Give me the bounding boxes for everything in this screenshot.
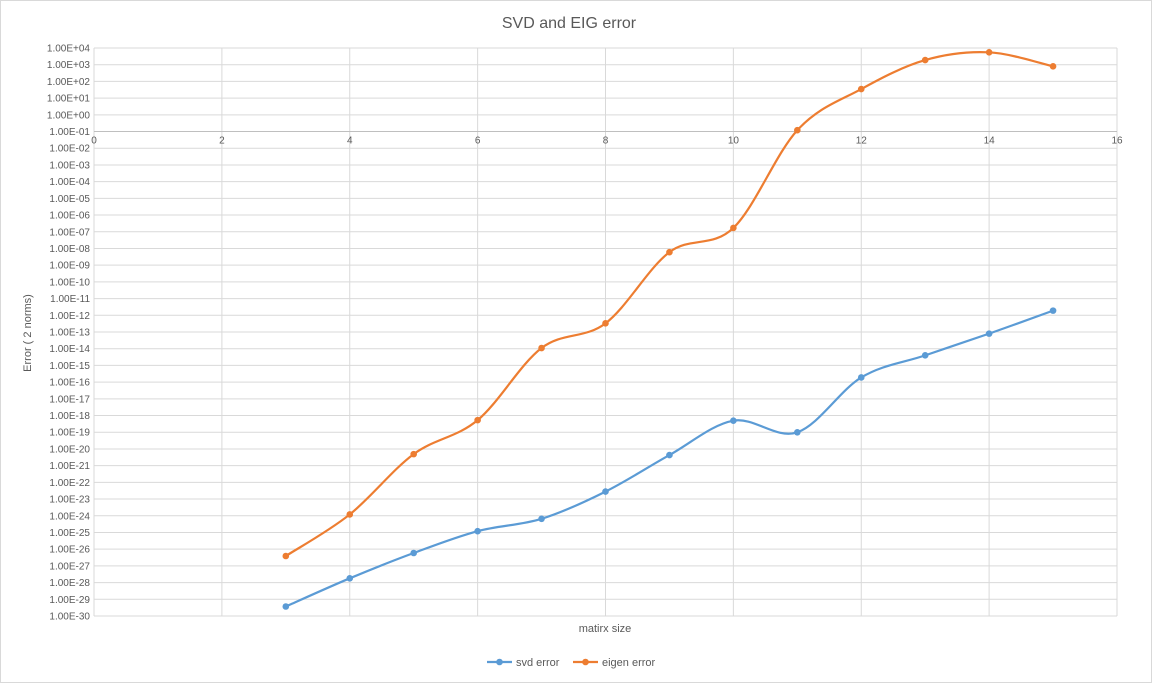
y-tick-label: 1.00E-23 [49,495,90,506]
y-tick-label: 1.00E-18 [49,411,90,422]
legend-marker [582,658,589,666]
plot-series [282,49,1057,610]
data-point [346,511,354,518]
y-tick-label: 1.00E-11 [50,294,90,305]
data-point [857,85,865,93]
y-tick-label: 1.00E+03 [47,60,91,71]
legend-item: svd error [487,657,560,669]
x-tick-label: 12 [856,136,868,147]
legend-label: eigen error [602,657,656,669]
y-tick-label: 1.00E-17 [49,394,90,405]
x-tick-label: 0 [91,136,97,147]
y-tick-label: 1.00E-27 [49,561,90,572]
x-axis-label: matirx size [579,623,632,635]
y-tick-label: 1.00E-14 [49,344,90,355]
y-tick-label: 1.00E-16 [49,378,90,389]
data-point [602,488,609,495]
data-point [410,450,417,458]
series-line-eigen-error [285,51,1054,557]
y-tick-label: 1.00E-13 [49,328,90,339]
legend: svd error eigen error [487,657,656,669]
x-tick-label: 6 [475,136,481,147]
y-axis: 1.00E+04 1.00E+03 1.00E+02 1.00E+01 1.00E+00… [47,44,91,623]
data-point [857,374,865,381]
y-tick-label: 1.00E-25 [49,528,90,539]
legend-item: eigen error [573,657,656,669]
y-tick-label: 1.00E-10 [49,277,90,288]
y-tick-label: 1.00E-01 [49,127,90,138]
y-tick-label: 1.00E-15 [49,361,90,372]
y-tick-label: 1.00E-02 [49,144,90,155]
data-point [602,320,609,327]
gridlines [93,47,1118,617]
data-point [346,575,354,582]
series-eigen-error [282,49,1057,560]
data-point [474,527,481,535]
y-tick-label: 1.00E+00 [47,110,91,121]
data-point [410,549,417,557]
data-point [730,224,737,232]
y-tick-label: 1.00E-30 [49,612,90,623]
data-point [985,49,993,56]
y-tick-label: 1.00E-24 [49,511,90,522]
legend-label: svd error [516,657,560,669]
y-tick-label: 1.00E+04 [47,44,91,55]
legend-marker [496,658,503,666]
data-point [666,451,673,459]
y-tick-label: 1.00E-08 [49,244,90,255]
data-point [1049,63,1057,70]
y-tick-label: 1.00E-26 [49,545,90,556]
x-tick-label: 16 [1111,136,1123,147]
y-tick-label: 1.00E+02 [47,77,91,88]
y-tick-label: 1.00E-09 [49,261,90,272]
data-point [794,126,801,134]
x-tick-label: 4 [347,136,353,147]
data-point [538,515,545,523]
data-point [538,344,545,352]
x-tick-label: 2 [219,136,225,147]
y-tick-label: 1.00E-22 [49,478,90,489]
y-tick-label: 1.00E-29 [49,595,90,606]
data-point [282,603,290,610]
y-tick-label: 1.00E+01 [47,94,91,105]
y-tick-label: 1.00E-19 [49,428,90,439]
y-tick-label: 1.00E-05 [49,194,90,205]
y-tick-label: 1.00E-03 [49,160,90,171]
data-point [794,429,801,436]
data-point [474,416,481,424]
x-tick-label: 10 [728,136,740,147]
x-axis: 0 2 4 6 8 10 12 14 16 [91,131,1123,147]
data-point [1049,307,1057,314]
y-tick-label: 1.00E-28 [49,578,90,589]
y-tick-label: 1.00E-06 [49,211,90,222]
x-tick-label: 8 [603,136,609,147]
data-point [730,417,737,425]
data-point [921,56,929,64]
chart-title: SVD and EIG error [502,15,637,32]
series-line-svd-error [285,309,1054,608]
data-point [282,552,290,560]
y-tick-label: 1.00E-20 [49,444,90,455]
y-tick-label: 1.00E-07 [49,227,90,238]
y-axis-label: Error ( 2 norms) [22,294,34,372]
y-tick-label: 1.00E-12 [49,311,90,322]
series-svd-error [282,307,1057,610]
data-point [985,330,993,337]
y-tick-label: 1.00E-21 [49,461,90,472]
data-point [666,248,673,256]
x-tick-label: 14 [984,136,996,147]
data-point [921,352,929,359]
y-tick-label: 1.00E-04 [49,177,90,188]
